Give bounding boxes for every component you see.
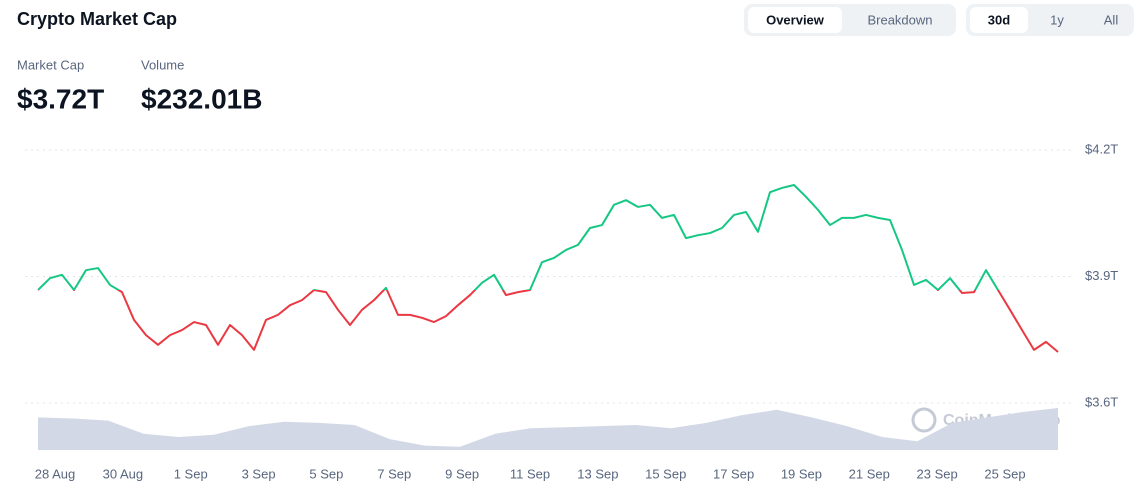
volume-area	[38, 408, 1058, 450]
x-tick-label: 30 Aug	[103, 466, 144, 481]
stat-label: Volume	[141, 57, 184, 72]
range[interactable]: 1y	[1050, 12, 1064, 27]
range[interactable]: All	[1104, 12, 1119, 27]
x-tick-label: 13 Sep	[577, 466, 618, 481]
x-tick-label: 23 Sep	[917, 466, 958, 481]
x-tick-label: 7 Sep	[377, 466, 411, 481]
y-tick-label: $3.6T	[1085, 394, 1118, 409]
tab-selected	[748, 7, 842, 33]
price-line	[37, 183, 1059, 353]
x-tick-label: 25 Sep	[984, 466, 1025, 481]
tab[interactable]: Breakdown	[867, 12, 932, 27]
range-selected	[970, 7, 1028, 33]
x-tick-label: 19 Sep	[781, 466, 822, 481]
x-tick-label: 3 Sep	[242, 466, 276, 481]
y-tick-label: $4.2T	[1085, 141, 1118, 156]
stat-value: $3.72T	[17, 83, 104, 114]
watermark-logo	[911, 407, 937, 433]
x-tick-label: 11 Sep	[510, 466, 550, 481]
x-tick-label: 17 Sep	[713, 466, 754, 481]
tab[interactable]: Overview	[766, 12, 825, 27]
stat-value: $232.01B	[141, 83, 262, 114]
x-tick-label: 9 Sep	[445, 466, 479, 481]
range[interactable]: 30d	[988, 12, 1010, 27]
stat-label: Market Cap	[17, 57, 84, 72]
x-tick-label: 5 Sep	[309, 466, 343, 481]
y-tick-label: $3.9T	[1085, 268, 1118, 283]
title: Crypto Market Cap	[17, 9, 177, 29]
x-tick-label: 1 Sep	[174, 466, 208, 481]
x-tick-label: 21 Sep	[849, 466, 890, 481]
x-tick-label: 28 Aug	[35, 466, 76, 481]
x-tick-label: 15 Sep	[645, 466, 686, 481]
